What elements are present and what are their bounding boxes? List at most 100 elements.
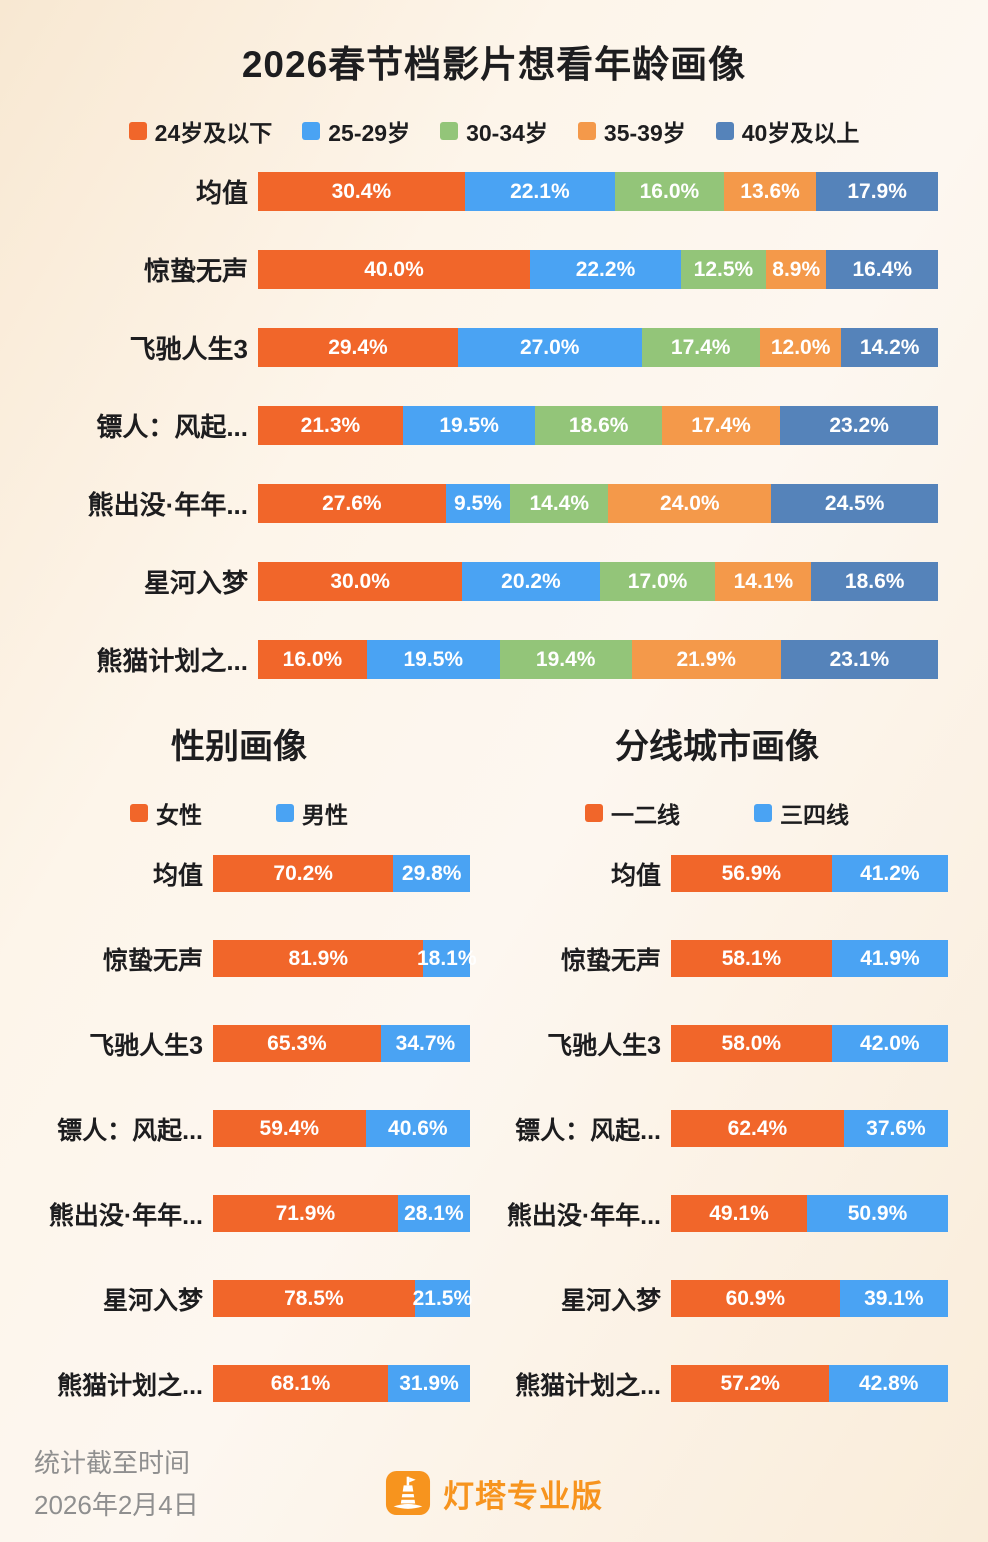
chart-row: 熊出没·年年... 71.9% 28.1% — [8, 1195, 470, 1232]
legend-item: 女性 — [130, 796, 202, 830]
bar-segment: 22.1% — [464, 172, 615, 211]
legend-item: 25-29岁 — [302, 114, 410, 148]
bar-segment: 42.8% — [829, 1365, 948, 1402]
gender-chart-title: 性别画像 — [171, 728, 307, 766]
bar-segment: 22.2% — [530, 250, 681, 289]
lighthouse-logo-icon — [385, 1470, 431, 1516]
category-label: 熊出没·年年... — [87, 490, 248, 520]
category-label: 熊出没·年年... — [48, 1201, 203, 1230]
category-label: 惊蛰无声 — [143, 256, 248, 286]
chart-row: 熊出没·年年... 49.1% 50.9% — [486, 1195, 948, 1232]
legend-label: 女性 — [156, 802, 202, 828]
bar-segment: 8.9% — [765, 250, 827, 289]
stacked-bar: 56.9% 41.2% — [671, 855, 948, 892]
bar-segment: 21.5% — [413, 1280, 472, 1317]
bar-segment: 19.4% — [499, 640, 632, 679]
footer: 统计截至时间 2026年2月4日 灯塔专业版 — [0, 1422, 988, 1542]
chart-row: 星河入梦 78.5% 21.5% — [8, 1280, 472, 1317]
bar-segment: 12.5% — [680, 250, 766, 289]
bar-segment: 59.4% — [213, 1110, 366, 1147]
gender-chart-legend: 女性 男性 — [8, 796, 470, 830]
bar-segment: 62.4% — [671, 1110, 844, 1147]
bar-segment: 37.6% — [843, 1110, 948, 1147]
category-label: 星河入梦 — [560, 1286, 661, 1315]
bar-segment: 28.1% — [397, 1195, 470, 1232]
bar-segment: 57.2% — [671, 1365, 830, 1402]
infographic-page: 2026春节档影片想看年龄画像 24岁及以下 25-29岁 30-34岁 35-39岁… — [0, 44, 988, 1520]
bar-segment: 17.9% — [816, 172, 938, 211]
bar-segment: 49.1% — [671, 1195, 807, 1232]
bar-segment: 17.4% — [641, 328, 760, 367]
bar-segment: 30.4% — [258, 172, 465, 211]
legend-item: 三四线 — [754, 796, 849, 830]
stacked-bar: 57.2% 42.8% — [671, 1365, 948, 1402]
bar-segment: 58.1% — [671, 940, 832, 977]
bar-segment: 27.0% — [457, 328, 642, 367]
legend-swatch — [577, 122, 596, 140]
bar-segment: 27.6% — [258, 484, 446, 523]
legend-label: 40岁及以上 — [741, 120, 860, 146]
bar-segment: 41.2% — [831, 855, 948, 892]
bar-segment: 14.4% — [510, 484, 609, 523]
stacked-bar: 16.0% 19.5% 19.4% 21.9% 23.1% — [258, 640, 938, 679]
category-label: 熊猫计划之... — [515, 1371, 661, 1400]
stacked-bar: 59.4% 40.6% — [213, 1110, 470, 1147]
stats-cutoff-label: 统计截至时间 — [34, 1448, 191, 1478]
legend-swatch — [715, 122, 734, 140]
stacked-bar: 78.5% 21.5% — [213, 1280, 472, 1317]
bar-segment: 31.9% — [388, 1365, 470, 1402]
bar-segment: 71.9% — [213, 1195, 398, 1232]
stacked-bar: 62.4% 37.6% — [671, 1110, 948, 1147]
bar-segment: 23.1% — [780, 640, 938, 679]
legend-item: 一二线 — [585, 796, 680, 830]
legend-label: 30-34岁 — [466, 120, 548, 146]
city-tier-chart: 均值 56.9% 41.2% 惊蛰无声 58.1% 41.9% 飞驰人生3 58.0% 42.0… — [486, 855, 948, 1402]
legend-swatch — [128, 122, 147, 140]
legend-swatch — [754, 804, 772, 822]
chart-row: 均值 70.2% 29.8% — [8, 855, 470, 892]
category-label: 飞驰人生3 — [547, 1031, 661, 1060]
stacked-bar: 21.3% 19.5% 18.6% 17.4% 23.2% — [258, 406, 938, 445]
category-label: 星河入梦 — [143, 568, 248, 598]
chart-row: 熊猫计划之... 68.1% 31.9% — [8, 1365, 470, 1402]
chart-row: 熊出没·年年... 27.6% 9.5% 14.4% 24.0% 24.5% — [0, 484, 938, 523]
category-label: 熊猫计划之... — [96, 646, 248, 676]
bar-segment: 81.9% — [213, 940, 424, 977]
category-label: 镖人：风起... — [515, 1116, 661, 1145]
bar-segment: 18.6% — [535, 406, 662, 445]
bar-segment: 24.5% — [771, 484, 938, 523]
category-label: 飞驰人生3 — [89, 1031, 203, 1060]
brand-block: 灯塔专业版 — [385, 1470, 603, 1516]
stacked-bar: 49.1% 50.9% — [671, 1195, 948, 1232]
bar-segment: 34.7% — [380, 1025, 470, 1062]
chart-row: 惊蛰无声 40.0% 22.2% 12.5% 8.9% 16.4% — [0, 250, 938, 289]
stacked-bar: 40.0% 22.2% 12.5% 8.9% 16.4% — [258, 250, 938, 289]
chart-row: 均值 30.4% 22.1% 16.0% 13.6% 17.9% — [0, 172, 938, 211]
stats-cutoff-block: 统计截至时间 2026年2月4日 — [34, 1442, 199, 1526]
legend-label: 男性 — [302, 802, 348, 828]
bar-segment: 16.4% — [826, 250, 938, 289]
category-label: 均值 — [610, 861, 661, 890]
bar-segment: 9.5% — [445, 484, 511, 523]
stacked-bar: 30.4% 22.1% 16.0% 13.6% 17.9% — [258, 172, 938, 211]
city-tier-chart-panel: 分线城市画像 一二线 三四线 均值 56.9% 41.2% 惊蛰无声 58.1% 41.9%… — [486, 719, 948, 1402]
stacked-bar: 27.6% 9.5% 14.4% 24.0% 24.5% — [258, 484, 938, 523]
chart-row: 熊猫计划之... 16.0% 19.5% 19.4% 21.9% 23.1% — [0, 640, 938, 679]
bar-segment: 14.1% — [715, 562, 812, 601]
age-chart: 均值 30.4% 22.1% 16.0% 13.6% 17.9% 惊蛰无声 40.0% 22.2… — [0, 172, 988, 679]
bar-segment: 78.5% — [213, 1280, 415, 1317]
bar-segment: 20.2% — [462, 562, 600, 601]
category-label: 均值 — [195, 178, 248, 208]
stacked-bar: 70.2% 29.8% — [213, 855, 470, 892]
age-chart-legend: 24岁及以下 25-29岁 30-34岁 35-39岁 40岁及以上 — [0, 114, 988, 148]
legend-item: 35-39岁 — [577, 114, 686, 148]
stacked-bar: 58.0% 42.0% — [671, 1025, 948, 1062]
legend-item: 40岁及以上 — [715, 114, 860, 148]
stacked-bar: 68.1% 31.9% — [213, 1365, 470, 1402]
bar-segment: 16.0% — [258, 640, 367, 679]
bar-segment: 60.9% — [671, 1280, 840, 1317]
bar-segment: 58.0% — [671, 1025, 832, 1062]
chart-row: 镖人：风起... 59.4% 40.6% — [8, 1110, 470, 1147]
bar-segment: 40.0% — [258, 250, 530, 289]
stacked-bar: 65.3% 34.7% — [213, 1025, 470, 1062]
